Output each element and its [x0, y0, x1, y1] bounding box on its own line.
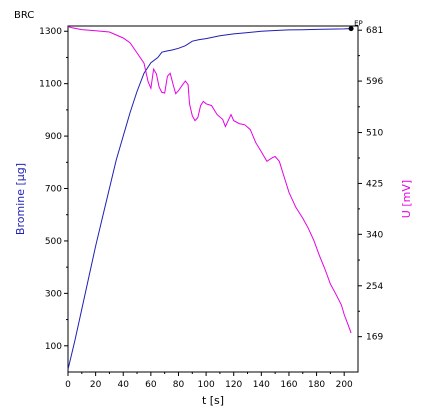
x-tick-label-9: 180	[308, 380, 325, 390]
right-axis-ticks: 169 254 340 425 510 596 681	[358, 26, 383, 343]
left-axis-label: Bromine [µg]	[14, 163, 27, 235]
right-tick-label-5: 596	[366, 77, 383, 87]
left-tick-label-0: 100	[45, 342, 62, 352]
right-axis-label: U [mV]	[400, 180, 413, 218]
x-tick-label-0: 0	[65, 380, 71, 390]
left-tick-label-4: 900	[45, 132, 62, 142]
left-tick-label-1: 300	[45, 289, 62, 299]
x-tick-label-5: 100	[198, 380, 215, 390]
x-tick-label-10: 200	[336, 380, 353, 390]
right-tick-label-4: 510	[366, 129, 383, 139]
x-axis-ticks: 0 20 40 60 80 100 120 140 160 180 200	[65, 372, 353, 390]
x-tick-label-6: 120	[225, 380, 242, 390]
endpoint-label: EP	[354, 20, 363, 28]
x-tick-label-3: 60	[145, 380, 157, 390]
x-tick-label-7: 140	[253, 380, 270, 390]
x-tick-label-8: 160	[280, 380, 297, 390]
x-tick-label-2: 40	[118, 380, 130, 390]
left-tick-label-2: 500	[45, 237, 62, 247]
right-tick-label-3: 425	[366, 179, 383, 189]
series-voltage-line	[67, 26, 352, 334]
left-tick-label-3: 700	[45, 185, 62, 195]
right-tick-label-1: 254	[366, 282, 383, 292]
right-tick-label-6: 681	[366, 26, 383, 36]
left-tick-label-5: 1100	[39, 80, 62, 90]
x-axis-label: t [s]	[202, 394, 224, 407]
left-tick-label-6: 1300	[39, 27, 62, 37]
x-tick-label-1: 20	[90, 380, 102, 390]
right-tick-label-0: 169	[366, 333, 383, 343]
left-axis-ticks: 100 300 500 700 900 1100 1300	[39, 27, 68, 352]
plot-frame	[67, 25, 359, 373]
x-tick-label-4: 80	[173, 380, 185, 390]
endpoint-marker	[348, 26, 354, 32]
right-tick-label-2: 340	[366, 230, 383, 240]
chart-title: BRC	[14, 10, 34, 21]
series-bromine-line	[67, 28, 352, 370]
